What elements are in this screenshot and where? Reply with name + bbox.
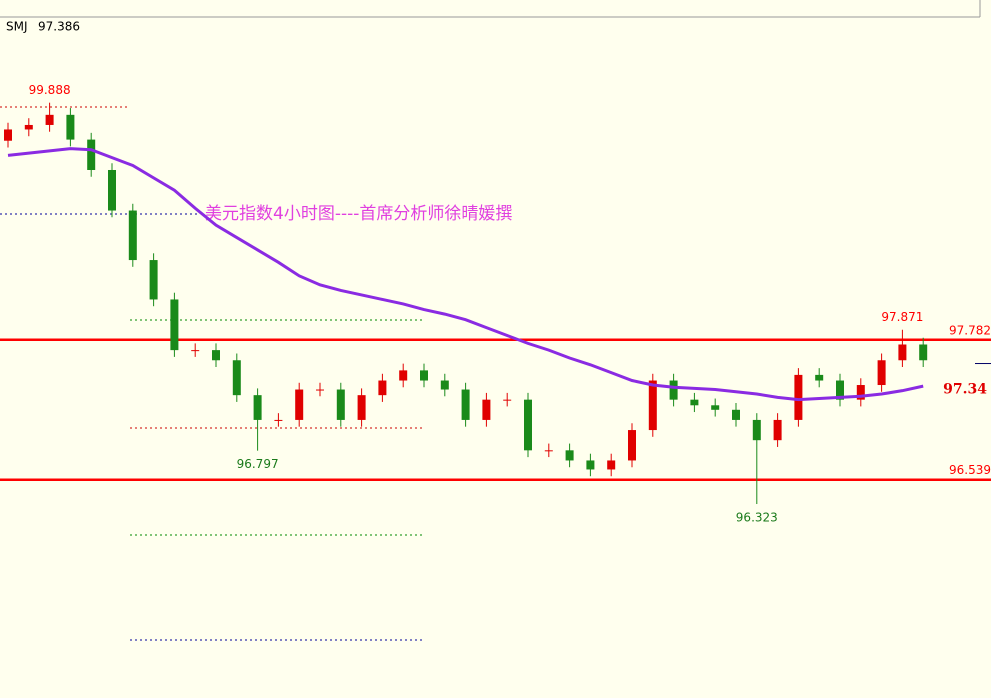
candle-body: [919, 344, 928, 361]
candle-body: [648, 380, 657, 431]
candle-body: [420, 370, 428, 381]
candle-body: [586, 460, 595, 470]
level-label: 97.782: [949, 323, 991, 337]
candle-body: [336, 389, 345, 420]
candle-body: [170, 299, 179, 351]
candle-body: [524, 399, 532, 451]
candle-body: [24, 124, 33, 130]
candle-body: [253, 395, 262, 420]
symbol: SMJ: [6, 20, 28, 34]
candle-body: [669, 380, 678, 400]
candle-body: [108, 169, 116, 211]
candle-body: [274, 419, 283, 421]
candle-body: [732, 409, 740, 420]
candle-body: [149, 260, 158, 300]
candle-body: [544, 450, 553, 452]
extreme-label: 96.323: [736, 511, 778, 525]
reference-lines: [0, 106, 422, 641]
candle-body: [690, 399, 699, 406]
candle-body: [4, 129, 12, 141]
candle-body: [295, 389, 304, 420]
candle-body: [212, 350, 220, 361]
candle-body: [66, 114, 75, 140]
current-price-label: 97.34: [943, 382, 987, 398]
candle-body: [815, 374, 824, 381]
extreme-label: 99.888: [29, 83, 71, 97]
last-price: 97.386: [38, 20, 80, 34]
candle-body: [773, 419, 782, 441]
candle-body: [316, 389, 324, 391]
candle-body: [628, 430, 636, 461]
candle-body: [711, 405, 720, 410]
candle-body: [191, 350, 200, 352]
candle-body: [565, 450, 574, 461]
candle-body: [399, 370, 408, 381]
candle-body: [752, 419, 761, 441]
candle-body: [232, 360, 241, 396]
candle-body: [503, 399, 512, 401]
candle-body: [461, 389, 470, 420]
candle-body: [45, 114, 54, 125]
candle-body: [877, 360, 886, 386]
candle-body: [440, 380, 449, 390]
level-label: 96.539: [949, 463, 991, 477]
candle-body: [836, 380, 844, 400]
candle-body: [607, 460, 616, 470]
candle-body: [856, 385, 865, 400]
moving-average: [7, 147, 924, 402]
candle-body: [357, 395, 366, 420]
extreme-label: 97.871: [881, 310, 923, 324]
candle-body: [128, 210, 137, 261]
extreme-label: 96.797: [237, 457, 279, 471]
candle-body: [378, 380, 387, 396]
candle-body: [794, 374, 803, 420]
candle-body: [898, 344, 907, 361]
candle-body: [482, 399, 491, 420]
candle-body: [87, 139, 96, 170]
chart-title: 美元指数4小时图----首席分析师徐晴媛撰: [205, 204, 512, 224]
